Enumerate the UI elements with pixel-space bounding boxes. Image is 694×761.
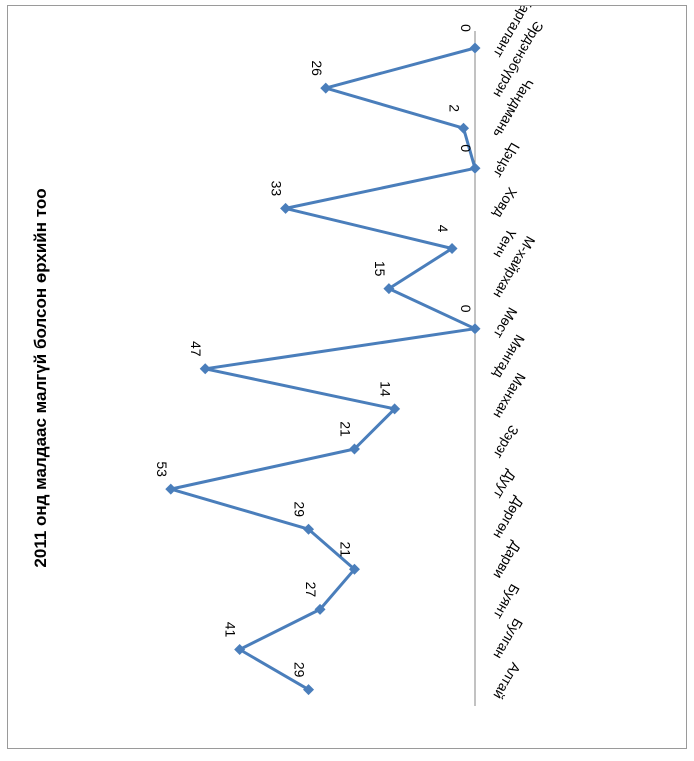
data-point-marker bbox=[383, 283, 395, 295]
data-point-marker bbox=[314, 603, 326, 615]
category-label: Булган bbox=[490, 616, 526, 662]
data-label: 4 bbox=[435, 225, 451, 233]
data-label: 41 bbox=[223, 622, 239, 638]
data-point-marker bbox=[348, 443, 360, 455]
data-label-layer: 29 41 27 21 29 53 21 14 47 0 15 4 33 0 2 26 0 bbox=[154, 24, 474, 677]
chart-svg: 2011 онд малдаас малгүй болсон өрхийн то… bbox=[31, 6, 547, 706]
data-label: 21 bbox=[337, 542, 353, 558]
chart-title-group: 2011 онд малдаас малгүй болсон өрхийн то… bbox=[31, 188, 50, 567]
marker-layer bbox=[165, 42, 481, 696]
data-label: 29 bbox=[292, 662, 308, 678]
data-point-marker bbox=[165, 483, 177, 495]
category-label: Дарви bbox=[490, 539, 524, 582]
data-point-marker bbox=[234, 644, 246, 655]
data-label: 14 bbox=[378, 381, 394, 397]
data-label: 21 bbox=[337, 421, 353, 437]
data-label: 26 bbox=[309, 60, 325, 76]
data-label: 27 bbox=[303, 582, 319, 598]
data-point-marker bbox=[458, 122, 470, 134]
data-label: 47 bbox=[188, 341, 204, 357]
data-point-marker bbox=[199, 363, 211, 375]
category-label: Дөргөн bbox=[490, 494, 527, 542]
category-label: Зэрэг bbox=[490, 423, 522, 462]
data-label: 2 bbox=[447, 104, 463, 112]
data-point-marker bbox=[446, 243, 458, 254]
data-point-marker bbox=[348, 563, 360, 575]
data-label: 29 bbox=[292, 501, 308, 517]
data-point-marker bbox=[303, 684, 315, 696]
chart-title: 2011 онд малдаас малгүй болсон өрхийн то… bbox=[31, 188, 50, 567]
data-label: 0 bbox=[458, 144, 474, 152]
data-label: 15 bbox=[372, 261, 388, 277]
data-point-marker bbox=[469, 42, 481, 54]
category-label: Манхан bbox=[490, 370, 529, 421]
data-point-marker bbox=[280, 202, 292, 214]
category-label-layer: АлтайБулганБуянтДарвиДөргөнДуутЗэрэгМанх… bbox=[490, 6, 547, 702]
data-point-marker bbox=[469, 162, 481, 174]
chart-area: 2011 онд малдаас малгүй болсон өрхийн то… bbox=[7, 5, 687, 749]
data-point-marker bbox=[469, 323, 481, 335]
category-label: Буянт bbox=[490, 581, 523, 622]
category-label: Цэцэг bbox=[490, 140, 523, 181]
series-line bbox=[169, 46, 477, 691]
data-label: 33 bbox=[269, 181, 285, 197]
series-line-layer bbox=[169, 46, 477, 691]
data-point-marker bbox=[303, 523, 315, 535]
data-label: 53 bbox=[154, 461, 170, 477]
data-point-marker bbox=[320, 82, 332, 94]
category-label: Ховд bbox=[490, 185, 520, 221]
category-label: Алтай bbox=[490, 660, 524, 702]
data-point-marker bbox=[389, 403, 401, 415]
data-label: 0 bbox=[458, 24, 474, 32]
data-label: 0 bbox=[458, 305, 474, 313]
